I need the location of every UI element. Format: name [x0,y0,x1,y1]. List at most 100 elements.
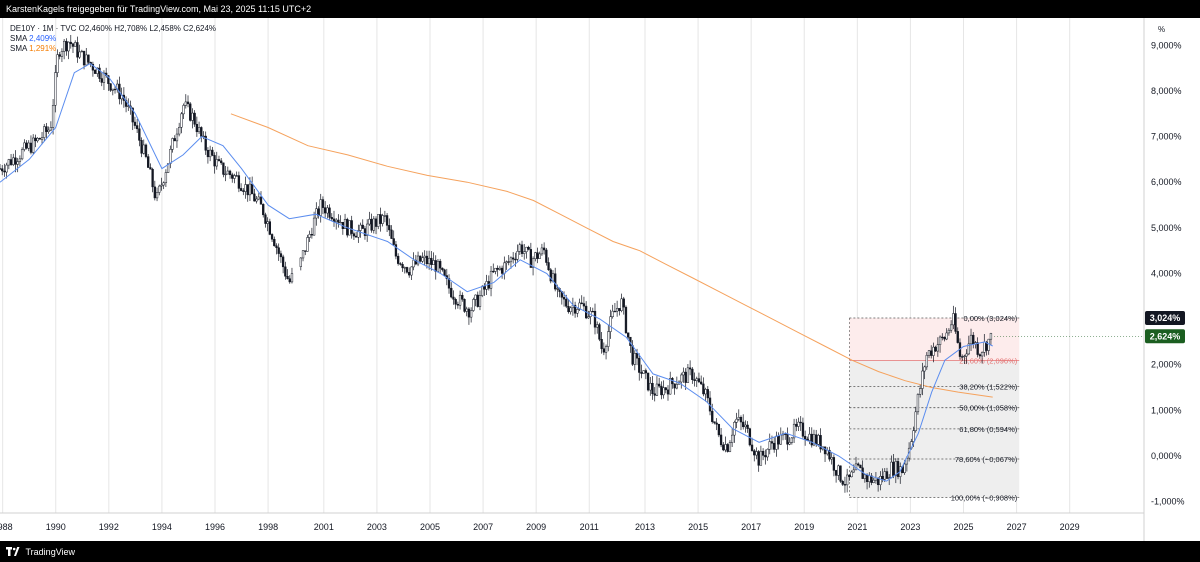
candle-body [34,137,37,142]
candle-body [547,262,550,271]
candle-body [934,346,937,352]
candle-body [972,334,975,345]
candle-body [786,433,789,445]
candle-body [704,389,707,395]
candle-body [969,334,973,345]
candle-body [439,260,442,269]
fib-level-label: 50,00% (1,058%) [959,404,1017,413]
candle-body [461,294,464,300]
candle-body [976,342,979,355]
candle-body [810,433,813,446]
candle-body [761,450,765,456]
candle-body [529,249,533,268]
candle-body [516,251,519,260]
fib-retracement[interactable]: 0,00% (3,024%) 23,60% (2,096%) 38,20% (1,5… [849,314,1020,502]
sma1-line: SMA 2,409% [10,34,216,44]
candle-body [850,471,853,478]
brand-name: TradingView [25,546,76,557]
candle-body [536,252,539,259]
candle-body [492,270,495,273]
candle-body [759,450,763,466]
chart-frame[interactable]: 0,00% (3,024%) 23,60% (2,096%) 38,20% (1,5… [0,18,1200,541]
price-axis[interactable]: % 9,000% 8,000% 7,000% 6,000% 5,000% 4,000% 3,0… [994,18,1185,541]
chart-svg[interactable]: 0,00% (3,024%) 23,60% (2,096%) 38,20% (1,5… [0,18,1200,541]
candle-body [518,244,521,252]
candle-body [967,343,970,355]
candle-body [339,221,342,224]
high-price-badge [1145,311,1185,326]
candle-body [881,476,884,480]
candle-body [248,183,252,196]
candle-body [717,424,721,436]
candle-body [56,54,59,73]
candle-body [372,218,375,231]
candle-body [36,138,39,142]
candle-body [540,247,544,255]
candle-body [520,244,524,254]
candle-body [715,422,718,425]
candle-body [299,257,302,267]
candle-body [164,172,168,184]
candle-body [868,475,871,482]
candle-body [954,313,957,332]
candle-body [242,190,245,192]
candle-body [916,394,920,413]
candle-body [669,378,672,395]
candle-body [109,83,112,91]
candle-body [85,54,88,66]
candle-body [983,341,986,353]
time-axis[interactable]: 1988 1990 1992 1994 1996 1998 2001 2003 2005 2007… [0,512,1144,532]
candle-body [580,302,583,304]
candle-body [852,469,855,473]
candle-body [140,140,143,154]
candle-body [801,422,805,437]
candle-body [107,75,110,84]
candle-body [602,348,606,353]
candle-body [921,370,924,389]
candle-body [412,259,415,268]
candle-body [273,239,276,247]
candle-body [744,424,747,428]
candle-body [569,307,572,313]
candle-body [773,442,776,450]
candlestick-series[interactable] [0,34,993,493]
candle-body [923,366,926,372]
candle-body [27,142,30,149]
candle-body [695,378,698,381]
candle-body [753,450,756,456]
candle-body [538,253,541,259]
time-tick-label: 2025 [953,522,973,532]
candle-body [215,159,218,167]
candle-body [149,167,152,170]
candle-body [507,261,510,263]
candle-body [151,168,154,188]
candle-body [217,159,221,162]
candle-body [1,168,4,172]
candle-body [512,257,515,260]
candle-body [337,219,340,223]
candle-body [755,451,758,456]
candle-body [310,234,314,236]
candle-body [74,42,77,47]
candle-body [239,188,243,191]
candle-body [863,474,867,479]
candle-body [742,421,745,428]
candle-body [615,308,619,312]
candle-body [684,371,687,383]
candle-body [494,267,497,272]
candle-body [408,272,411,276]
candle-body [175,133,179,142]
candle-body [795,423,798,427]
candle-body [76,42,79,58]
candle-body [51,105,55,128]
candle-body [374,218,378,227]
candle-body [180,113,183,128]
price-tick-label: 7,000% [1151,132,1182,142]
candle-body [226,170,229,175]
candle-body [949,324,953,331]
candle-body [354,235,358,238]
candle-body [173,138,176,142]
footer-bar: TradingView [0,541,1200,561]
candle-body [633,353,636,365]
candle-body [49,127,53,131]
